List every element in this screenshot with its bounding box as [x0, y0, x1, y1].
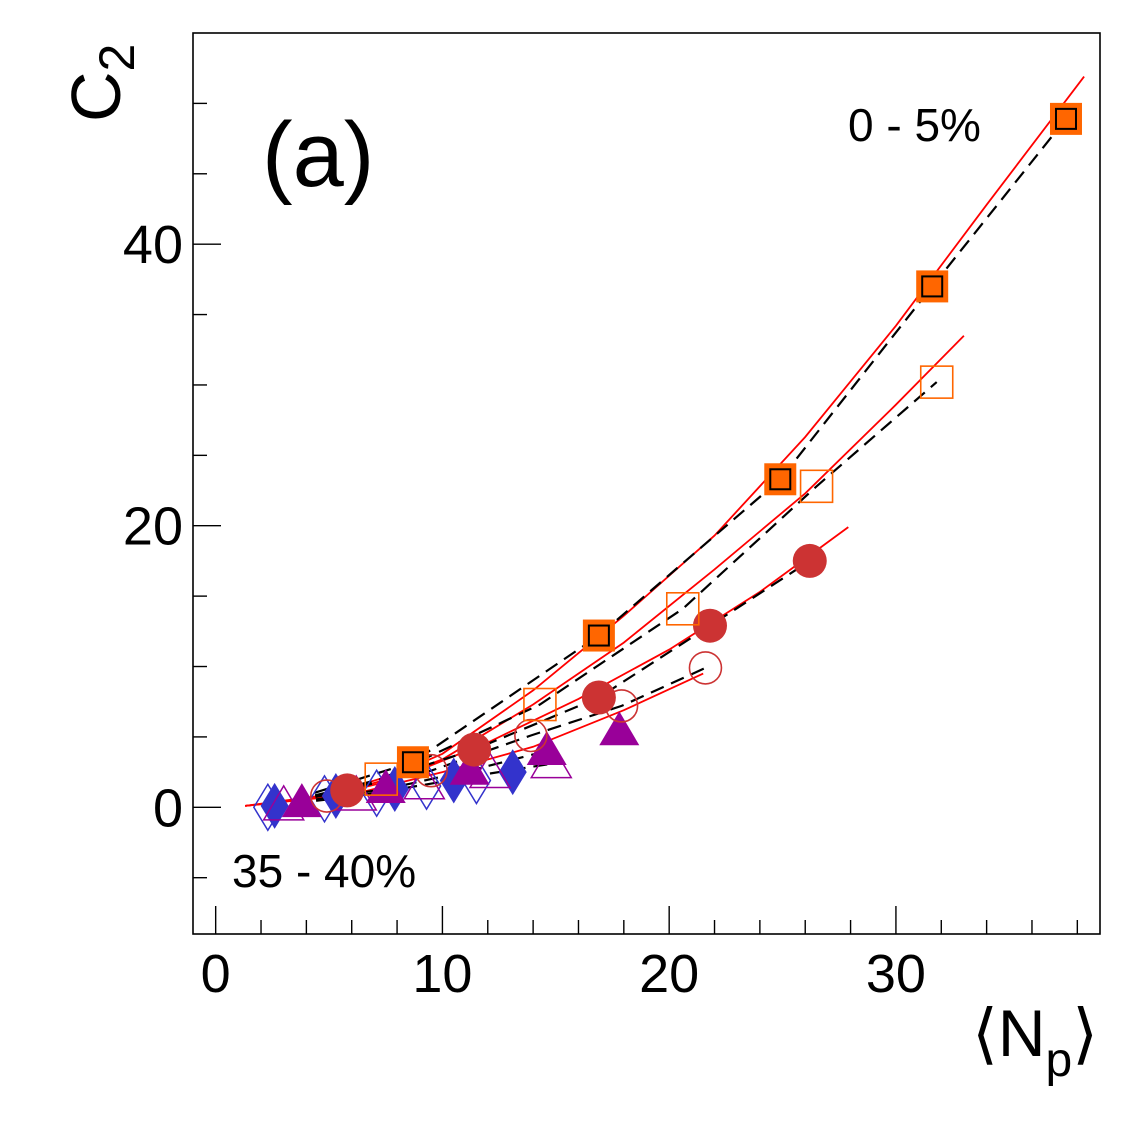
- panel-label: (a): [262, 104, 374, 206]
- marker-square-filled-outlined: [582, 619, 615, 652]
- dashed-fit-line: [272, 559, 811, 807]
- marker-triangle-filled: [281, 783, 322, 818]
- svg-text:⟨Np⟩: ⟨Np⟩: [972, 996, 1098, 1087]
- marker-diamond-filled: [498, 749, 527, 796]
- y-tick-label: 40: [123, 215, 183, 275]
- marker-square-open: [364, 762, 399, 796]
- marker-square-filled-outlined: [396, 746, 429, 779]
- marker-circle-filled: [457, 732, 492, 767]
- svg-text:C2: C2: [57, 44, 145, 122]
- annotation-bottom-left: 35 - 40%: [232, 845, 416, 897]
- plot-frame: [192, 32, 1101, 935]
- x-tick-label: 0: [201, 944, 231, 1004]
- marker-circle-open: [514, 718, 548, 753]
- marker-triangle-open: [402, 763, 446, 800]
- dashed-fit-line: [272, 666, 706, 807]
- marker-square-filled-outlined: [1049, 102, 1082, 135]
- marker-diamond-filled: [260, 782, 289, 829]
- marker-triangle-filled: [599, 711, 640, 746]
- y-axis-label-base: C: [57, 71, 135, 122]
- y-axis-label: C2: [57, 44, 145, 122]
- marker-square-filled-outlined-outline: [769, 468, 792, 491]
- marker-circle-open: [688, 651, 723, 685]
- marker-triangle-filled: [526, 730, 567, 765]
- data-markers: [252, 102, 1082, 832]
- y-tick-label: 0: [153, 778, 183, 838]
- x-axis-label-close: ⟩: [1072, 996, 1098, 1070]
- marker-square-open: [523, 687, 557, 722]
- marker-triangle-filled: [449, 750, 490, 785]
- marker-square-filled-outlined-outline: [401, 751, 424, 774]
- marker-circle-filled: [581, 680, 616, 715]
- x-tick-label: 20: [639, 944, 699, 1004]
- x-axis-label: ⟨Np⟩: [972, 996, 1098, 1087]
- y-tick-label: 20: [123, 497, 183, 557]
- y-axis-ticks: 0 20 40: [123, 102, 221, 879]
- marker-square-filled-outlined: [764, 463, 797, 496]
- marker-circle-filled: [330, 773, 365, 808]
- marker-square-open: [665, 591, 700, 626]
- marker-circle-filled: [792, 543, 827, 578]
- marker-square-filled-outlined-outline: [587, 624, 610, 647]
- marker-square-filled-outlined-outline: [921, 275, 944, 298]
- x-axis-label-base: ⟨N: [972, 996, 1045, 1070]
- x-axis-ticks: 0 10 20 30: [201, 906, 1079, 1004]
- annotation-top-right: 0 - 5%: [848, 99, 981, 151]
- marker-square-filled-outlined-outline: [1054, 107, 1077, 130]
- x-tick-label: 30: [866, 944, 926, 1004]
- marker-square-open: [799, 469, 834, 504]
- y-axis-label-sub: 2: [89, 44, 145, 72]
- x-tick-label: 10: [412, 944, 472, 1004]
- dashed-fit-line: [272, 118, 1067, 807]
- x-axis-label-sub: p: [1046, 1034, 1073, 1087]
- marker-square-filled-outlined: [916, 270, 949, 303]
- marker-square-open: [919, 365, 954, 399]
- dashed-fit-line: [272, 381, 938, 807]
- marker-circle-filled: [692, 608, 727, 643]
